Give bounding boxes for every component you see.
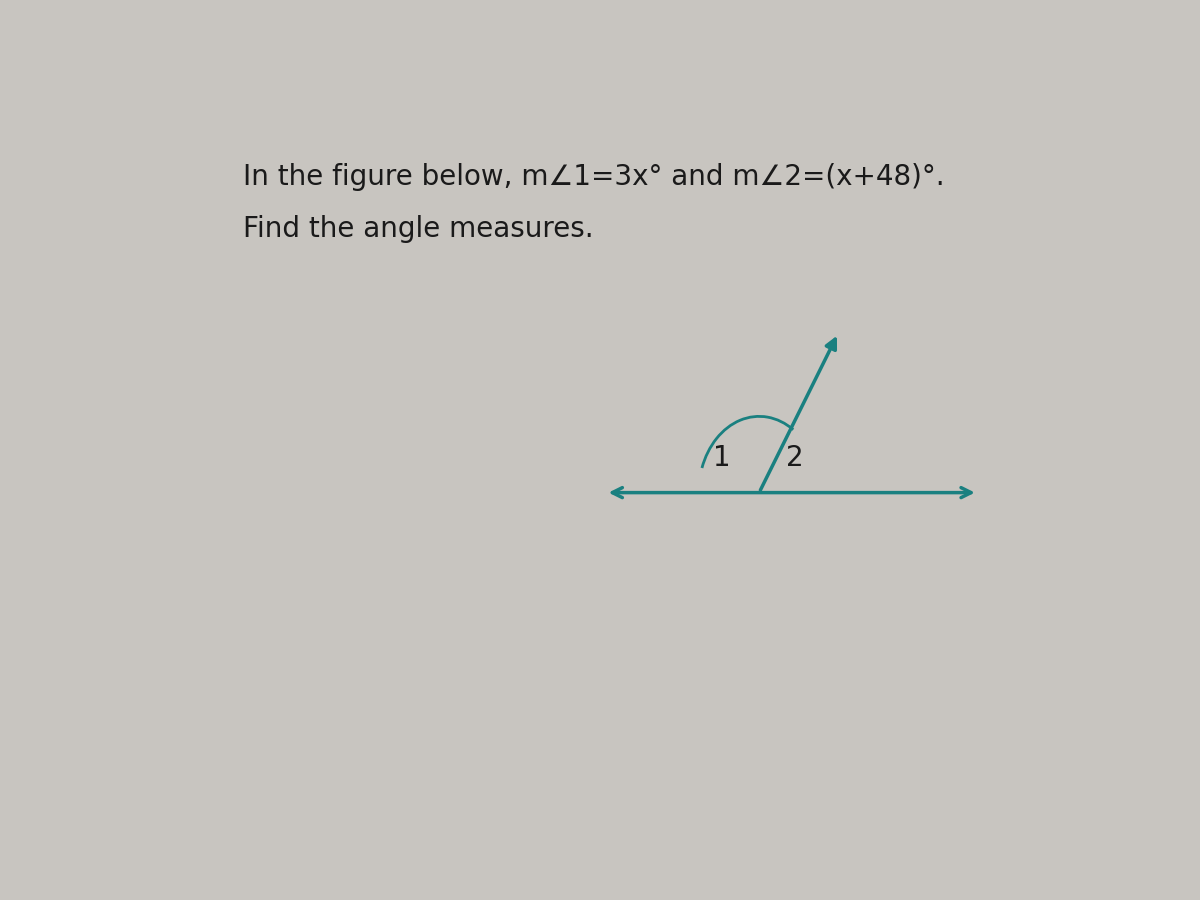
Text: 1: 1 <box>713 444 731 472</box>
Text: Find the angle measures.: Find the angle measures. <box>242 215 594 243</box>
Text: In the figure below, m∠1=3x° and m∠2=(x+48)°.: In the figure below, m∠1=3x° and m∠2=(x+… <box>242 164 944 192</box>
Text: 2: 2 <box>786 444 803 472</box>
